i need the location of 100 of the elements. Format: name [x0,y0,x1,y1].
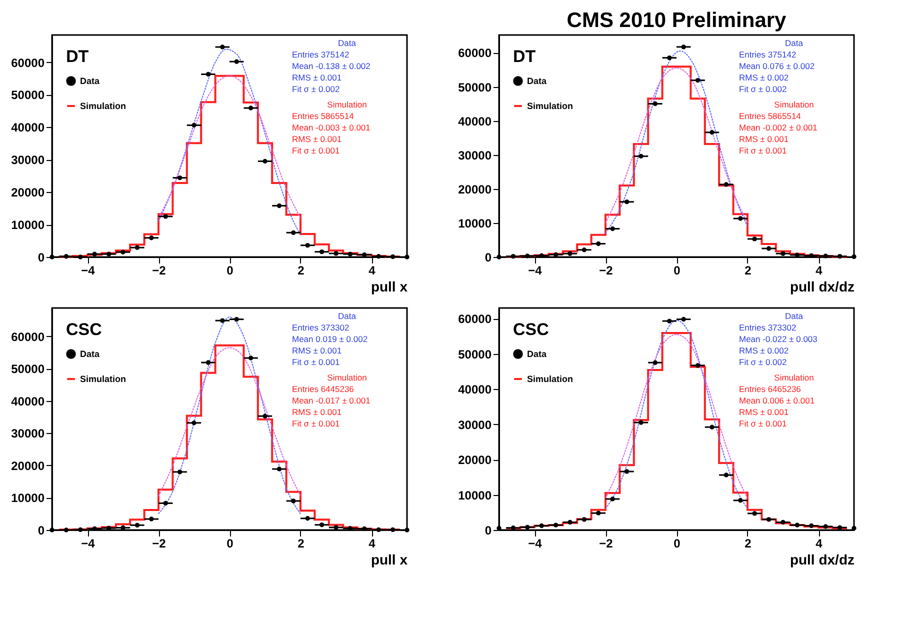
point [177,175,182,180]
point [220,318,225,323]
annotation: Entries 6445236 [292,384,354,394]
y-tick-label: 10000 [11,491,45,506]
annotation: Simulation [774,99,814,110]
chart-title: CMS 2010 Preliminary [566,9,787,32]
y-tick-label: 20000 [458,453,492,468]
point [553,252,558,257]
point [752,511,757,516]
point [376,527,381,532]
x-axis-title: pull x [370,552,408,568]
point [248,106,254,110]
point [780,520,786,525]
y-tick-label: 40000 [458,382,492,397]
point [596,241,601,246]
legend-label: Data [527,349,548,359]
point [582,248,587,252]
y-tick-label: 50000 [458,80,492,94]
point [390,527,396,532]
point [624,200,630,204]
point [206,72,211,77]
annotation: Fit σ ± 0.001 [292,145,340,156]
x-tick-label: −4 [528,264,542,278]
point [262,158,268,164]
annotation: Data [785,310,804,321]
legend-label: Data [80,349,100,359]
annotation: RMS ± 0.002 [739,72,789,82]
annotation: Entries 5865514 [292,110,354,121]
y-tick-label: 10000 [458,216,492,230]
annotation: RMS ± 0.001 [292,72,342,82]
point [376,254,381,259]
point [276,203,282,208]
point [667,318,672,324]
point [596,510,601,516]
x-tick-label: −4 [81,536,96,550]
point [319,249,324,254]
legend-title: DT [513,47,536,66]
y-tick-label: 20000 [11,186,45,200]
annotation: Mean 0.076 ± 0.002 [739,60,815,71]
point [610,226,615,232]
point [695,78,700,83]
annotation: Simulation [327,99,368,110]
point [305,516,310,521]
y-tick-label: 20000 [458,182,492,196]
annotation: Mean 0.019 ± 0.002 [292,334,368,344]
legend-label: Simulation [527,374,574,384]
point [724,182,729,187]
annotation: Mean 0.006 ± 0.001 [739,395,815,406]
point [794,522,800,528]
x-axis-title: pull dx/dz [790,552,854,568]
point [64,254,69,259]
annotation: Mean -0.017 ± 0.001 [292,395,371,406]
point [809,523,814,528]
annotation: Entries 5865514 [739,110,802,121]
point [78,254,83,260]
annotation: Simulation [774,372,814,382]
point [681,316,686,322]
x-tick-label: 2 [298,264,305,278]
x-tick-label: 4 [368,536,376,550]
point [525,524,530,530]
point [404,528,410,532]
point [852,254,856,259]
legend-label: Simulation [80,101,126,111]
point [525,254,530,258]
legend-label: Data [527,76,548,86]
point [106,252,112,256]
x-tick-label: −2 [152,536,166,550]
y-tick-label: 0 [484,524,492,538]
point [78,527,83,532]
annotation: Mean -0.002 ± 0.001 [739,122,818,132]
point [510,254,516,259]
point [50,528,54,532]
point [695,363,700,368]
point [334,251,338,256]
y-tick-label: 60000 [458,312,492,326]
annotation: RMS ± 0.001 [292,406,342,417]
point [610,496,615,502]
y-tick-label: 60000 [11,56,45,70]
point [852,526,856,531]
point [496,254,502,260]
x-tick-label: 2 [744,264,752,278]
point [177,470,182,474]
annotation: Fit σ ± 0.001 [739,418,787,428]
x-tick-label: 0 [226,536,234,550]
point [823,524,828,529]
point [64,528,69,532]
y-tick-label: 30000 [458,418,492,432]
point [766,517,772,522]
x-tick-label: 0 [674,264,681,278]
legend-label: Data [80,76,100,86]
annotation: Fit σ ± 0.001 [739,145,787,156]
legend-title: DT [66,47,90,66]
point [780,251,786,256]
point [837,525,842,530]
point [738,216,743,221]
annotation: RMS ± 0.001 [292,345,342,356]
annotation: Fit σ ± 0.001 [292,356,340,367]
legend-label: Simulation [527,101,574,111]
y-tick-label: 30000 [11,426,45,441]
point [134,522,140,528]
